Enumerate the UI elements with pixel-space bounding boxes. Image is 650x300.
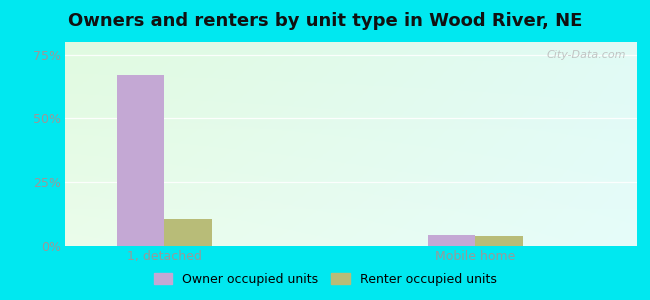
Bar bbox=[428, 235, 475, 246]
Bar bbox=[117, 75, 164, 246]
Bar bbox=[475, 236, 523, 246]
Legend: Owner occupied units, Renter occupied units: Owner occupied units, Renter occupied un… bbox=[148, 268, 502, 291]
Text: City-Data.com: City-Data.com bbox=[546, 50, 625, 60]
Text: Owners and renters by unit type in Wood River, NE: Owners and renters by unit type in Wood … bbox=[68, 12, 582, 30]
Bar bbox=[164, 219, 212, 246]
